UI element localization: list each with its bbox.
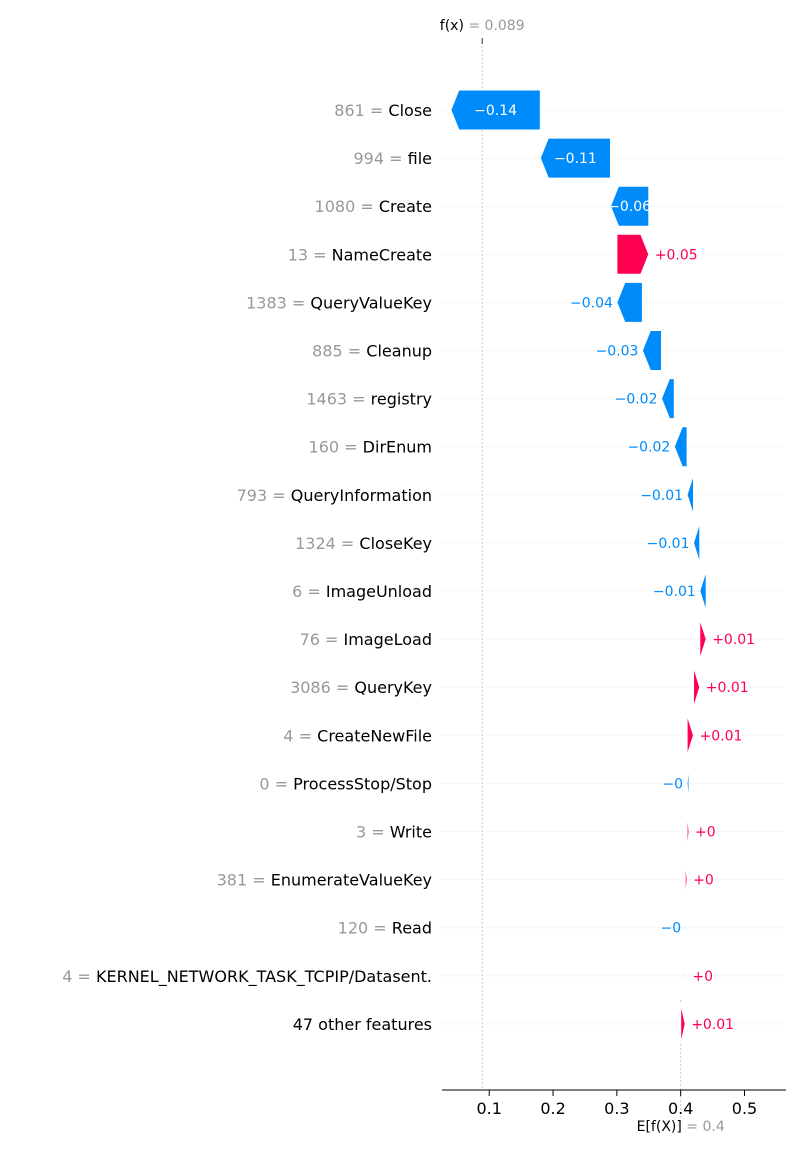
feature-label: 4 = CreateNewFile xyxy=(283,726,432,745)
ex-label: E[f(X)] = 0.4 xyxy=(637,1119,725,1135)
negative-bar xyxy=(539,137,611,179)
feature-label: 4 = KERNEL_NETWORK_TASK_TCPIP/Datasent. xyxy=(62,967,432,987)
shap-value-label: −0.01 xyxy=(647,536,690,552)
feature-label: 13 = NameCreate xyxy=(288,245,432,264)
feature-label: 1463 = registry xyxy=(306,390,432,409)
x-tick-label: 0.1 xyxy=(477,1099,502,1118)
x-tick-label: 0.4 xyxy=(668,1099,693,1118)
shap-value-label: +0.05 xyxy=(655,247,698,263)
negative-bar xyxy=(686,474,694,515)
shap-value-label: −0.06 xyxy=(608,199,651,215)
negative-bar xyxy=(660,378,675,420)
feature-label: 0 = ProcessStop/Stop xyxy=(259,774,432,793)
shap-value-label: +0.01 xyxy=(706,680,749,696)
negative-bar xyxy=(450,89,541,131)
fx-label: f(x) = 0.089 xyxy=(440,18,525,34)
shap-value-label: −0.01 xyxy=(640,488,683,504)
x-tick-label: 0.3 xyxy=(604,1099,629,1118)
feature-label: 47 other features xyxy=(293,1015,432,1034)
shap-value-label: +0.01 xyxy=(700,728,743,744)
feature-label: 381 = EnumerateValueKey xyxy=(217,871,432,890)
feature-label: 1080 = Create xyxy=(315,197,432,216)
shap-value-label: +0.01 xyxy=(691,1017,734,1033)
shap-value-label: −0 xyxy=(662,776,683,792)
negative-bar xyxy=(684,907,687,948)
negative-bar xyxy=(673,426,688,468)
positive-bar xyxy=(686,715,695,756)
feature-label: 1324 = CloseKey xyxy=(295,534,432,553)
negative-bar xyxy=(641,330,662,371)
positive-bar xyxy=(699,618,707,660)
feature-label: 793 = QueryInformation xyxy=(237,486,432,505)
feature-label: 6 = ImageUnload xyxy=(292,582,432,601)
shap-value-label: +0 xyxy=(695,825,716,841)
positive-bar xyxy=(693,667,701,708)
feature-label: 120 = Read xyxy=(338,919,432,938)
positive-bar xyxy=(686,811,690,852)
shap-value-label: −0.04 xyxy=(570,295,613,311)
shap-value-label: −0.11 xyxy=(554,151,597,167)
feature-label: 3 = Write xyxy=(356,823,432,842)
feature-label: 885 = Cleanup xyxy=(312,342,432,361)
shap-value-label: +0.01 xyxy=(712,632,755,648)
x-tick-label: 0.5 xyxy=(732,1099,757,1118)
shap-value-label: −0.02 xyxy=(627,440,670,456)
negative-bar xyxy=(699,570,707,612)
feature-label: 994 = file xyxy=(354,149,433,168)
negative-bar xyxy=(609,185,650,227)
shap-value-label: −0.02 xyxy=(615,392,658,408)
negative-bar xyxy=(686,763,690,804)
positive-bar xyxy=(680,1003,686,1045)
feature-label: 160 = DirEnum xyxy=(309,438,432,457)
feature-label: 1383 = QueryValueKey xyxy=(246,293,432,312)
shap-value-label: +0 xyxy=(692,969,713,985)
shap-value-label: −0.03 xyxy=(595,344,638,360)
shap-value-label: −0.01 xyxy=(653,584,696,600)
feature-label: 76 = ImageLoad xyxy=(300,630,432,649)
feature-label: 3086 = QueryKey xyxy=(290,678,432,697)
negative-bar xyxy=(692,522,701,564)
x-tick-label: 0.2 xyxy=(540,1099,565,1118)
positive-bar xyxy=(616,233,650,275)
positive-bar xyxy=(684,955,687,996)
positive-bar xyxy=(684,859,688,900)
negative-bar xyxy=(616,281,643,323)
shap-value-label: −0.14 xyxy=(474,103,517,119)
feature-label: 861 = Close xyxy=(334,101,432,120)
shap-value-label: −0 xyxy=(661,921,682,937)
shap-value-label: +0 xyxy=(693,873,714,889)
